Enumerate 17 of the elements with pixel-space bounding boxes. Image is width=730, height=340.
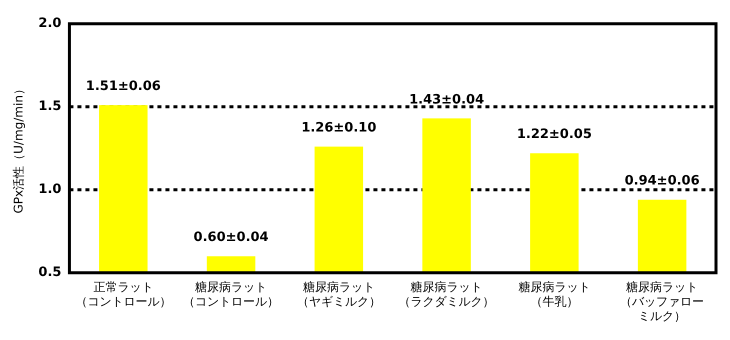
y-tick-label: 1.5 xyxy=(38,99,62,114)
y-tick-label: 0.5 xyxy=(38,265,62,280)
y-axis-title: GPx活性（U/mg/min） xyxy=(11,83,26,214)
data-label: 1.22±0.05 xyxy=(516,127,592,142)
x-tick-label: 正常ラット（コントロール） xyxy=(75,280,172,309)
x-tick-label: 糖尿病ラット（ヤギミルク） xyxy=(296,280,381,309)
x-tick-label: 糖尿病ラット（コントロール） xyxy=(183,280,280,309)
data-label: 0.60±0.04 xyxy=(194,230,269,246)
data-label: 1.43±0.04 xyxy=(409,92,484,108)
data-label: 1.51±0.06 xyxy=(86,79,161,94)
x-tick-label: 糖尿病ラット（牛乳） xyxy=(518,280,590,309)
data-label: 0.94±0.06 xyxy=(624,174,700,189)
x-tick-label: 糖尿病ラット（ラクダミルク） xyxy=(398,280,495,309)
data-label: 1.26±0.10 xyxy=(301,120,376,136)
y-tick-label: 2.0 xyxy=(38,16,62,32)
y-tick-label: 1.0 xyxy=(38,182,62,198)
x-tick-label: 糖尿病ラット（バッファローミルク） xyxy=(620,280,704,323)
